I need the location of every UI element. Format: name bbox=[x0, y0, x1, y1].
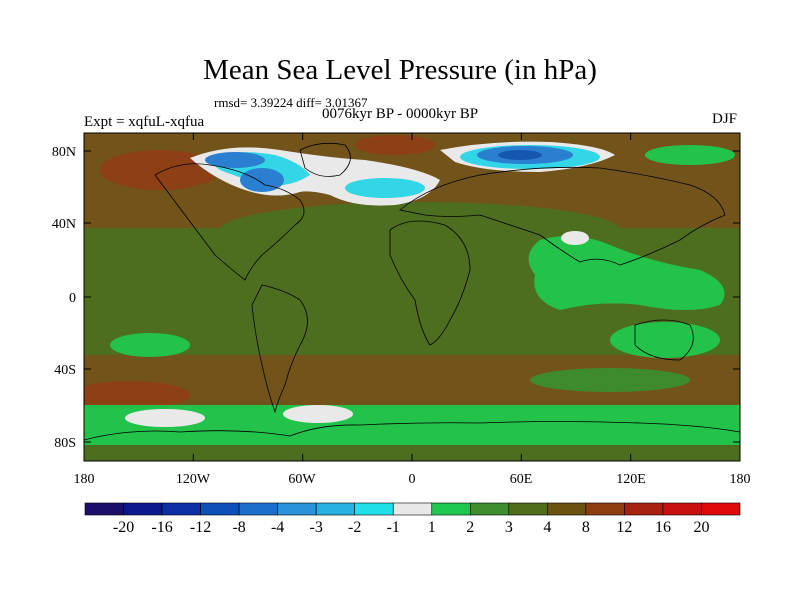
north-pacific-high bbox=[100, 150, 220, 190]
x-tick-marks bbox=[83, 133, 741, 461]
white-patch-ross bbox=[125, 409, 205, 427]
colorbar-box bbox=[354, 502, 394, 516]
colorbar-label: 16 bbox=[655, 519, 671, 536]
x-tick-label: 120E bbox=[616, 472, 646, 487]
white-patch-weddell bbox=[283, 405, 353, 423]
x-tick-labels: 180 120W 60W 0 60E 120E 180 bbox=[74, 472, 751, 487]
colorbar-box bbox=[392, 502, 433, 516]
coastlines bbox=[84, 142, 740, 441]
colorbar-box bbox=[624, 502, 664, 516]
pressure-field bbox=[84, 133, 740, 461]
colorbar-labels: -20 -16 -12 -8 -4 -3 -2 -1 1 2 3 4 8 12 … bbox=[113, 519, 710, 536]
colorbar-box bbox=[123, 502, 163, 516]
atlantic-cyan bbox=[345, 178, 425, 198]
x-tick-label: 60E bbox=[510, 472, 533, 487]
eurasia-coast bbox=[399, 166, 726, 266]
colorbar-label: -20 bbox=[113, 519, 134, 536]
colorbar-box bbox=[238, 502, 278, 516]
y-tick-label: 0 bbox=[69, 291, 76, 306]
colorbar-box bbox=[508, 502, 548, 516]
y-tick-marks bbox=[84, 150, 740, 443]
colorbar-box bbox=[469, 502, 510, 516]
colorbar-label: 8 bbox=[582, 519, 590, 536]
colorbar-label: 1 bbox=[428, 519, 436, 536]
australia-green bbox=[610, 322, 720, 358]
colorbar-label: -16 bbox=[151, 519, 172, 536]
period-label: 0076kyr BP - 0000kyr BP bbox=[322, 106, 479, 122]
greenland-coast bbox=[299, 142, 351, 177]
colorbar-box bbox=[84, 502, 124, 516]
colorbar-box bbox=[431, 502, 471, 516]
southern-ocean-mid-green bbox=[530, 368, 690, 392]
colorbar-box bbox=[662, 502, 702, 516]
season-label: DJF bbox=[712, 111, 738, 127]
colorbar-label: 2 bbox=[466, 519, 474, 536]
colorbar-box bbox=[701, 502, 741, 516]
colorbar-label: -4 bbox=[271, 519, 284, 536]
east-pacific-green bbox=[110, 333, 190, 357]
colorbar-box bbox=[200, 502, 240, 516]
south-pacific-high bbox=[84, 381, 190, 409]
colorbar-label: 3 bbox=[505, 519, 513, 536]
colorbar-label: -12 bbox=[190, 519, 211, 536]
colorbar-box bbox=[277, 502, 317, 516]
colorbar-box bbox=[161, 502, 201, 516]
colorbar-label: -8 bbox=[232, 519, 245, 536]
colorbar-label: 4 bbox=[543, 519, 551, 536]
x-tick-label: 120W bbox=[176, 472, 211, 487]
colorbar-box bbox=[315, 502, 356, 516]
map-title: Mean Sea Level Pressure (in hPa) bbox=[203, 54, 597, 86]
colorbar-label: -2 bbox=[348, 519, 361, 536]
colorbar-label: -1 bbox=[387, 519, 400, 536]
x-tick-label: 0 bbox=[409, 472, 416, 487]
greenland-high bbox=[355, 135, 435, 155]
hudson-blue bbox=[240, 168, 284, 192]
x-tick-label: 60W bbox=[288, 472, 316, 487]
experiment-label: Expt = xqfuL-xqfua bbox=[84, 114, 205, 130]
y-tick-label: 40N bbox=[52, 217, 76, 232]
y-tick-label: 80N bbox=[52, 145, 76, 160]
colorbar bbox=[84, 502, 741, 516]
rmsd-diff-stats: rmsd= 3.39224 diff= 3.01367 bbox=[214, 95, 368, 110]
white-patch-asia bbox=[561, 231, 589, 245]
x-tick-label: 180 bbox=[730, 472, 751, 487]
atlantic-green-patch bbox=[220, 202, 620, 258]
colorbar-box bbox=[547, 502, 587, 516]
antarctica-coast bbox=[84, 421, 740, 441]
south-america-coast bbox=[251, 284, 308, 414]
y-tick-label: 40S bbox=[54, 363, 76, 378]
north-america-coast bbox=[154, 163, 305, 281]
colorbar-label: 12 bbox=[616, 519, 632, 536]
east-siberia-green bbox=[645, 145, 735, 165]
indian-ocean-green bbox=[528, 236, 725, 310]
africa-coast bbox=[389, 220, 471, 346]
arctic-canada-blue bbox=[205, 152, 265, 168]
australia-coast bbox=[634, 319, 694, 361]
siberia-deep-blue bbox=[498, 150, 542, 160]
x-tick-label: 180 bbox=[74, 472, 95, 487]
y-tick-labels: 80N 40N 0 40S 80S bbox=[52, 145, 76, 451]
y-tick-label: 80S bbox=[54, 436, 76, 451]
colorbar-label: -3 bbox=[310, 519, 323, 536]
colorbar-label: 20 bbox=[693, 519, 709, 536]
colorbar-box bbox=[585, 502, 625, 516]
